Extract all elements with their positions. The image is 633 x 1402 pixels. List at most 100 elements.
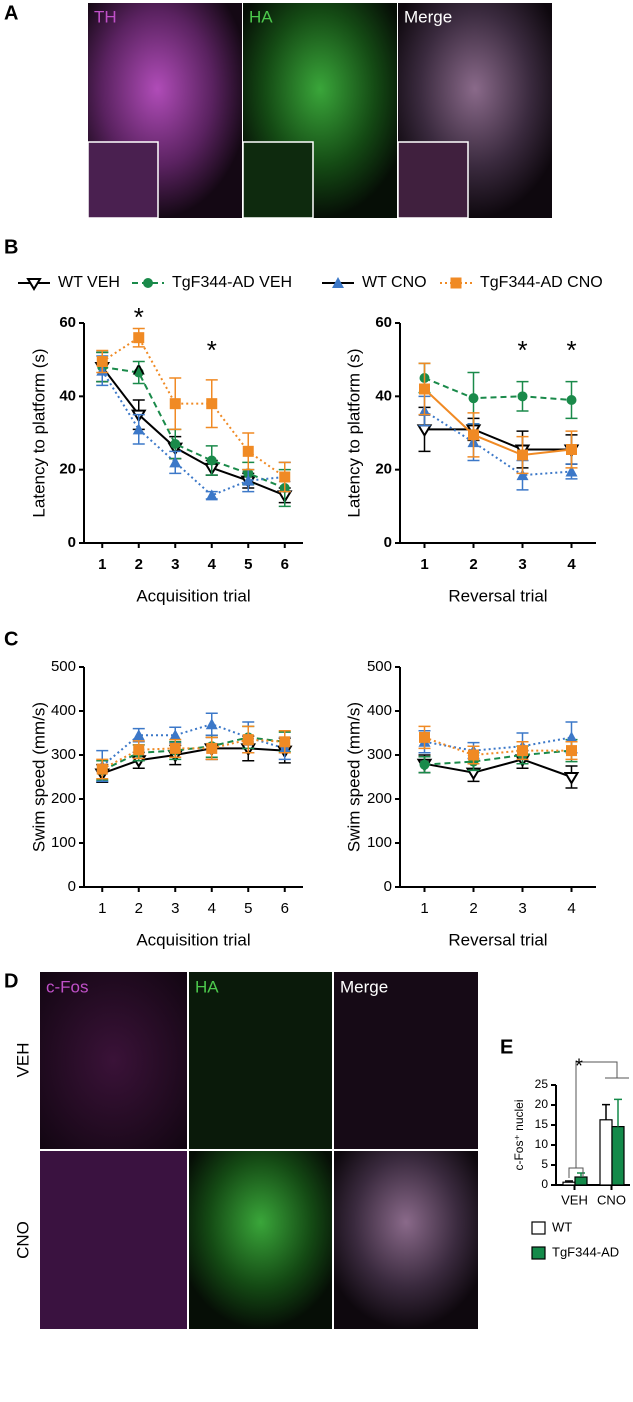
x-tick-label: 1 [98, 900, 106, 917]
legend-label: WT [552, 1219, 572, 1234]
image-label: c-Fos [46, 977, 89, 996]
marker [205, 489, 218, 501]
image-label: TH [94, 7, 117, 26]
y-tick-label: 100 [51, 834, 76, 851]
y-tick-label: 400 [367, 702, 392, 719]
error-bar [614, 1098, 622, 1127]
series-line [424, 749, 572, 766]
y-tick-label: 100 [367, 834, 392, 851]
y-tick-label: 200 [367, 790, 392, 807]
y-tick-label: 60 [375, 314, 392, 331]
marker [133, 367, 144, 378]
y-tick-label: 10 [535, 1137, 549, 1151]
marker [419, 759, 430, 770]
marker [242, 474, 255, 486]
panel-a-images: TH HA Merge [87, 3, 552, 219]
inset [397, 141, 469, 219]
y-tick-label: 15 [535, 1117, 549, 1131]
y-tick-label: 300 [367, 746, 392, 763]
marker [565, 731, 578, 743]
x-tick-label: 1 [98, 556, 106, 573]
annotation: * [566, 335, 576, 365]
marker [206, 398, 218, 410]
y-tick-label: 0 [384, 878, 392, 895]
legend-label: WT CNO [362, 274, 427, 291]
marker [468, 429, 479, 441]
marker [170, 439, 181, 449]
series-line [423, 388, 572, 457]
x-tick-label: 2 [469, 556, 477, 573]
marker [468, 393, 479, 404]
panel-label: B [4, 236, 18, 258]
marker [516, 469, 529, 481]
series-line [424, 736, 572, 752]
legend-label: TgF344-AD CNO [480, 274, 603, 291]
marker [26, 278, 42, 291]
marker [133, 332, 145, 344]
marker [279, 736, 291, 748]
legend-label: WT VEH [58, 274, 120, 291]
x-tick-label: 2 [135, 900, 143, 917]
x-axis-label: Reversal trial [448, 930, 547, 949]
marker [169, 729, 182, 741]
y-tick-label: 40 [375, 387, 392, 404]
y-tick-label: 500 [51, 658, 76, 675]
annotation: * [575, 1055, 583, 1077]
bracket [568, 1061, 629, 1178]
x-tick-label: 3 [518, 556, 526, 573]
image-label: HA [195, 977, 219, 996]
x-tick-label: 4 [567, 900, 575, 917]
annotation: ^ [133, 359, 146, 389]
x-tick-label: 6 [281, 900, 289, 917]
y-tick-label: 0 [541, 1177, 548, 1191]
panel-labels: A B C D E [4, 2, 513, 1058]
error-bar [602, 1103, 610, 1120]
marker [279, 471, 291, 483]
marker [566, 745, 577, 757]
panel-d-images: c-Fos HA Merge VEH CNO [13, 972, 478, 1329]
marker [132, 729, 145, 741]
bar [599, 1119, 613, 1186]
marker [332, 277, 344, 288]
y-tick-label: 0 [68, 878, 76, 895]
x-tick-label: 3 [171, 556, 179, 573]
image-label: Merge [404, 7, 452, 26]
image [334, 1151, 478, 1329]
marker [242, 445, 254, 457]
x-tick-label: VEH [561, 1192, 588, 1207]
image [40, 1151, 187, 1329]
y-axis-label: Swim speed (mm/s) [29, 702, 48, 852]
y-tick-label: 500 [367, 658, 392, 675]
x-tick-label: 1 [420, 900, 428, 917]
y-axis-label: Swim speed (mm/s) [344, 702, 363, 852]
marker [143, 278, 153, 288]
marker [468, 749, 479, 761]
marker [169, 456, 182, 468]
series-line [423, 410, 572, 477]
legend-label: TgF344-AD VEH [172, 274, 292, 291]
y-tick-label: 60 [59, 314, 76, 331]
marker [566, 444, 577, 455]
image-label: Merge [340, 977, 388, 996]
x-tick-label: 4 [208, 900, 216, 917]
y-tick-label: 40 [59, 387, 76, 404]
series-line [101, 336, 286, 478]
x-axis-label: Acquisition trial [136, 586, 250, 605]
x-tick-label: 6 [281, 556, 289, 573]
y-tick-label: 0 [68, 534, 76, 551]
series-line [101, 738, 285, 770]
bar [574, 1176, 588, 1186]
marker [205, 718, 218, 730]
y-tick-label: 300 [51, 746, 76, 763]
series-line [424, 377, 572, 401]
x-tick-label: 1 [420, 556, 428, 573]
y-tick-label: 20 [535, 1097, 549, 1111]
marker [565, 465, 578, 477]
annotation: * [517, 335, 527, 365]
row-label: VEH [13, 1043, 32, 1078]
y-tick-label: 20 [375, 461, 392, 478]
y-tick-label: 0 [384, 534, 392, 551]
y-axis-label: c-Fos⁺ nuclei [512, 1099, 526, 1170]
legend-label: TgF344-AD [552, 1244, 619, 1259]
image [40, 972, 187, 1149]
